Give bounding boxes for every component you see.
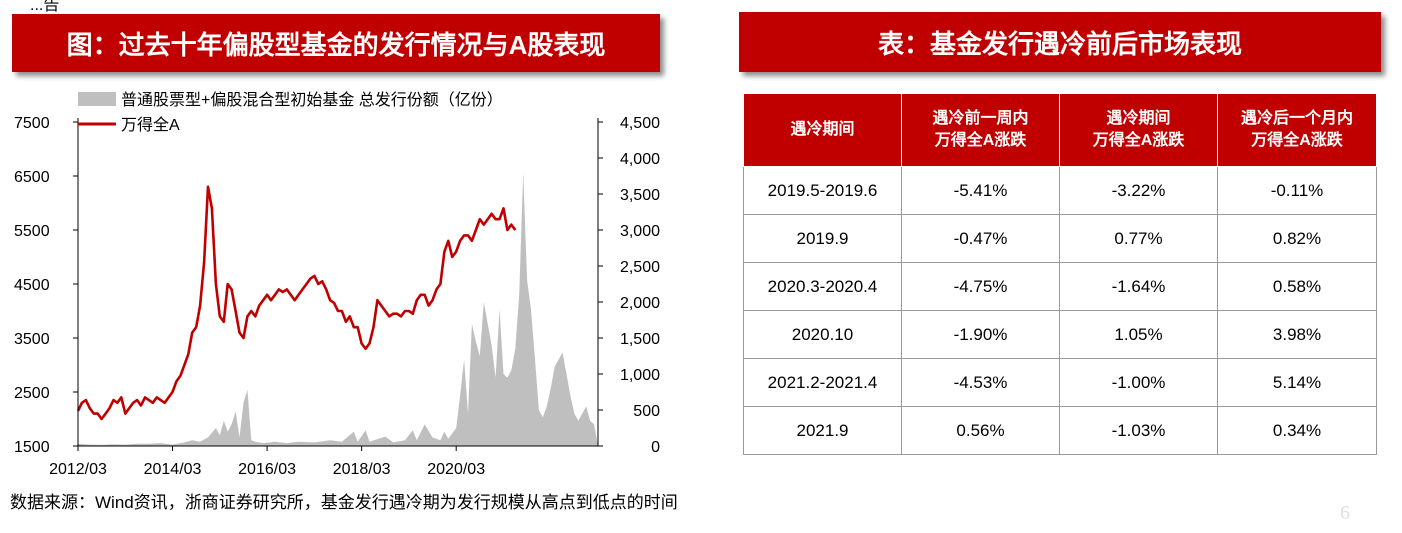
right-tick-label: 4,500: [620, 115, 660, 132]
x-tick-label: 2018/03: [333, 461, 391, 478]
table-row: 2019.9 -0.47% 0.77% 0.82%: [743, 214, 1377, 263]
right-tick-label: 1,500: [620, 331, 660, 348]
cell-month-after: 0.58%: [1217, 262, 1377, 311]
data-source-note: 数据来源：Wind资讯，浙商证券研究所，基金发行遇冷期为发行规模从高点到低点的时…: [10, 493, 678, 512]
cell-during: -3.22%: [1059, 166, 1218, 215]
right-tick-label: 3,000: [620, 223, 660, 240]
left-tick-label: 3500: [14, 331, 50, 348]
header-period: 遇冷期间: [743, 93, 902, 167]
right-tick-label: 500: [633, 403, 660, 420]
cell-period: 2019.5-2019.6: [743, 166, 902, 215]
cell-month-after: 0.34%: [1217, 406, 1377, 455]
cropped-heading-fragment: ...告: [30, 0, 60, 14]
header-during: 遇冷期间 万得全A涨跌: [1059, 93, 1218, 167]
issuance-area-series: [78, 172, 598, 446]
cell-during: -1.03%: [1059, 406, 1218, 455]
left-tick-label: 2500: [14, 385, 50, 402]
cell-week-before: -5.41%: [901, 166, 1060, 215]
cell-period: 2019.9: [743, 214, 902, 263]
wind-all-a-line: [76, 185, 517, 421]
cell-during: 1.05%: [1059, 310, 1218, 359]
x-tick-label: 2012/03: [49, 461, 107, 478]
cell-month-after: 0.82%: [1217, 214, 1377, 263]
table-title-banner: 表：基金发行遇冷前后市场表现: [739, 12, 1381, 72]
left-tick-label: 6500: [14, 169, 50, 186]
legend-area-label: 普通股票型+偏股混合型初始基金 总发行份额（亿份）: [121, 91, 503, 109]
cell-period: 2020.10: [743, 310, 902, 359]
cell-week-before: -0.47%: [901, 214, 1060, 263]
left-tick-label: 5500: [14, 223, 50, 240]
axis-layer: 7500 6500 5500 4500 3500 2500 1500 4,500 4,000 3,…: [14, 115, 660, 478]
right-tick-label: 1,000: [620, 367, 660, 384]
cell-period: 2021.9: [743, 406, 902, 455]
issuance-area-layer: [78, 172, 598, 446]
legend-line-label: 万得全A: [121, 116, 180, 134]
right-tick-label: 3,500: [620, 187, 660, 204]
cell-week-before: -4.53%: [901, 358, 1060, 407]
table-row: 2021.9 0.56% -1.03% 0.34%: [743, 406, 1377, 455]
header-month-after: 遇冷后一个月内 万得全A涨跌: [1217, 93, 1377, 167]
chart-title: 图：过去十年偏股型基金的发行情况与A股表现: [66, 29, 606, 60]
cell-month-after: -0.11%: [1217, 166, 1377, 215]
right-tick-label: 0: [651, 439, 660, 456]
table-row: 2019.5-2019.6 -5.41% -3.22% -0.11%: [743, 166, 1377, 215]
cell-during: -1.64%: [1059, 262, 1218, 311]
left-tick-label: 4500: [14, 277, 50, 294]
cell-during: -1.00%: [1059, 358, 1218, 407]
chart-title-banner: 图：过去十年偏股型基金的发行情况与A股表现: [12, 14, 660, 72]
cell-week-before: -1.90%: [901, 310, 1060, 359]
right-tick-label: 2,500: [620, 259, 660, 276]
cell-period: 2020.3-2020.4: [743, 262, 902, 311]
index-line-layer: [76, 185, 517, 421]
cell-week-before: -4.75%: [901, 262, 1060, 311]
cell-period: 2021.2-2021.4: [743, 358, 902, 407]
cell-week-before: 0.56%: [901, 406, 1060, 455]
right-tick-label: 4,000: [620, 151, 660, 168]
table-row: 2020.3-2020.4 -4.75% -1.64% 0.58%: [743, 262, 1377, 311]
header-week-before: 遇冷前一周内 万得全A涨跌: [901, 93, 1060, 167]
x-tick-label: 2020/03: [427, 461, 485, 478]
page-number: 6: [1340, 502, 1350, 524]
cell-month-after: 3.98%: [1217, 310, 1377, 359]
left-tick-label: 1500: [14, 439, 50, 456]
table-row: 2021.2-2021.4 -4.53% -1.00% 5.14%: [743, 358, 1377, 407]
x-tick-label: 2016/03: [238, 461, 296, 478]
fund-issuance-chart: 7500 6500 5500 4500 3500 2500 1500 4,500 4,000 3,…: [14, 91, 660, 478]
table-header-row: 遇冷期间 遇冷前一周内 万得全A涨跌 遇冷期间 万得全A涨跌 遇冷后一个月内 万得全A…: [743, 93, 1377, 167]
table-title: 表：基金发行遇冷前后市场表现: [877, 28, 1242, 59]
left-tick-label: 7500: [14, 115, 50, 132]
right-tick-label: 2,000: [620, 295, 660, 312]
cell-during: 0.77%: [1059, 214, 1218, 263]
chart-legend: 普通股票型+偏股混合型初始基金 总发行份额（亿份） 万得全A: [78, 91, 503, 134]
table-row: 2020.10 -1.90% 1.05% 3.98%: [743, 310, 1377, 359]
cell-month-after: 5.14%: [1217, 358, 1377, 407]
market-performance-table: 遇冷期间 遇冷前一周内 万得全A涨跌 遇冷期间 万得全A涨跌 遇冷后一个月内 万得全A…: [743, 93, 1377, 455]
x-tick-label: 2014/03: [144, 461, 202, 478]
legend-area-swatch: [78, 92, 116, 106]
